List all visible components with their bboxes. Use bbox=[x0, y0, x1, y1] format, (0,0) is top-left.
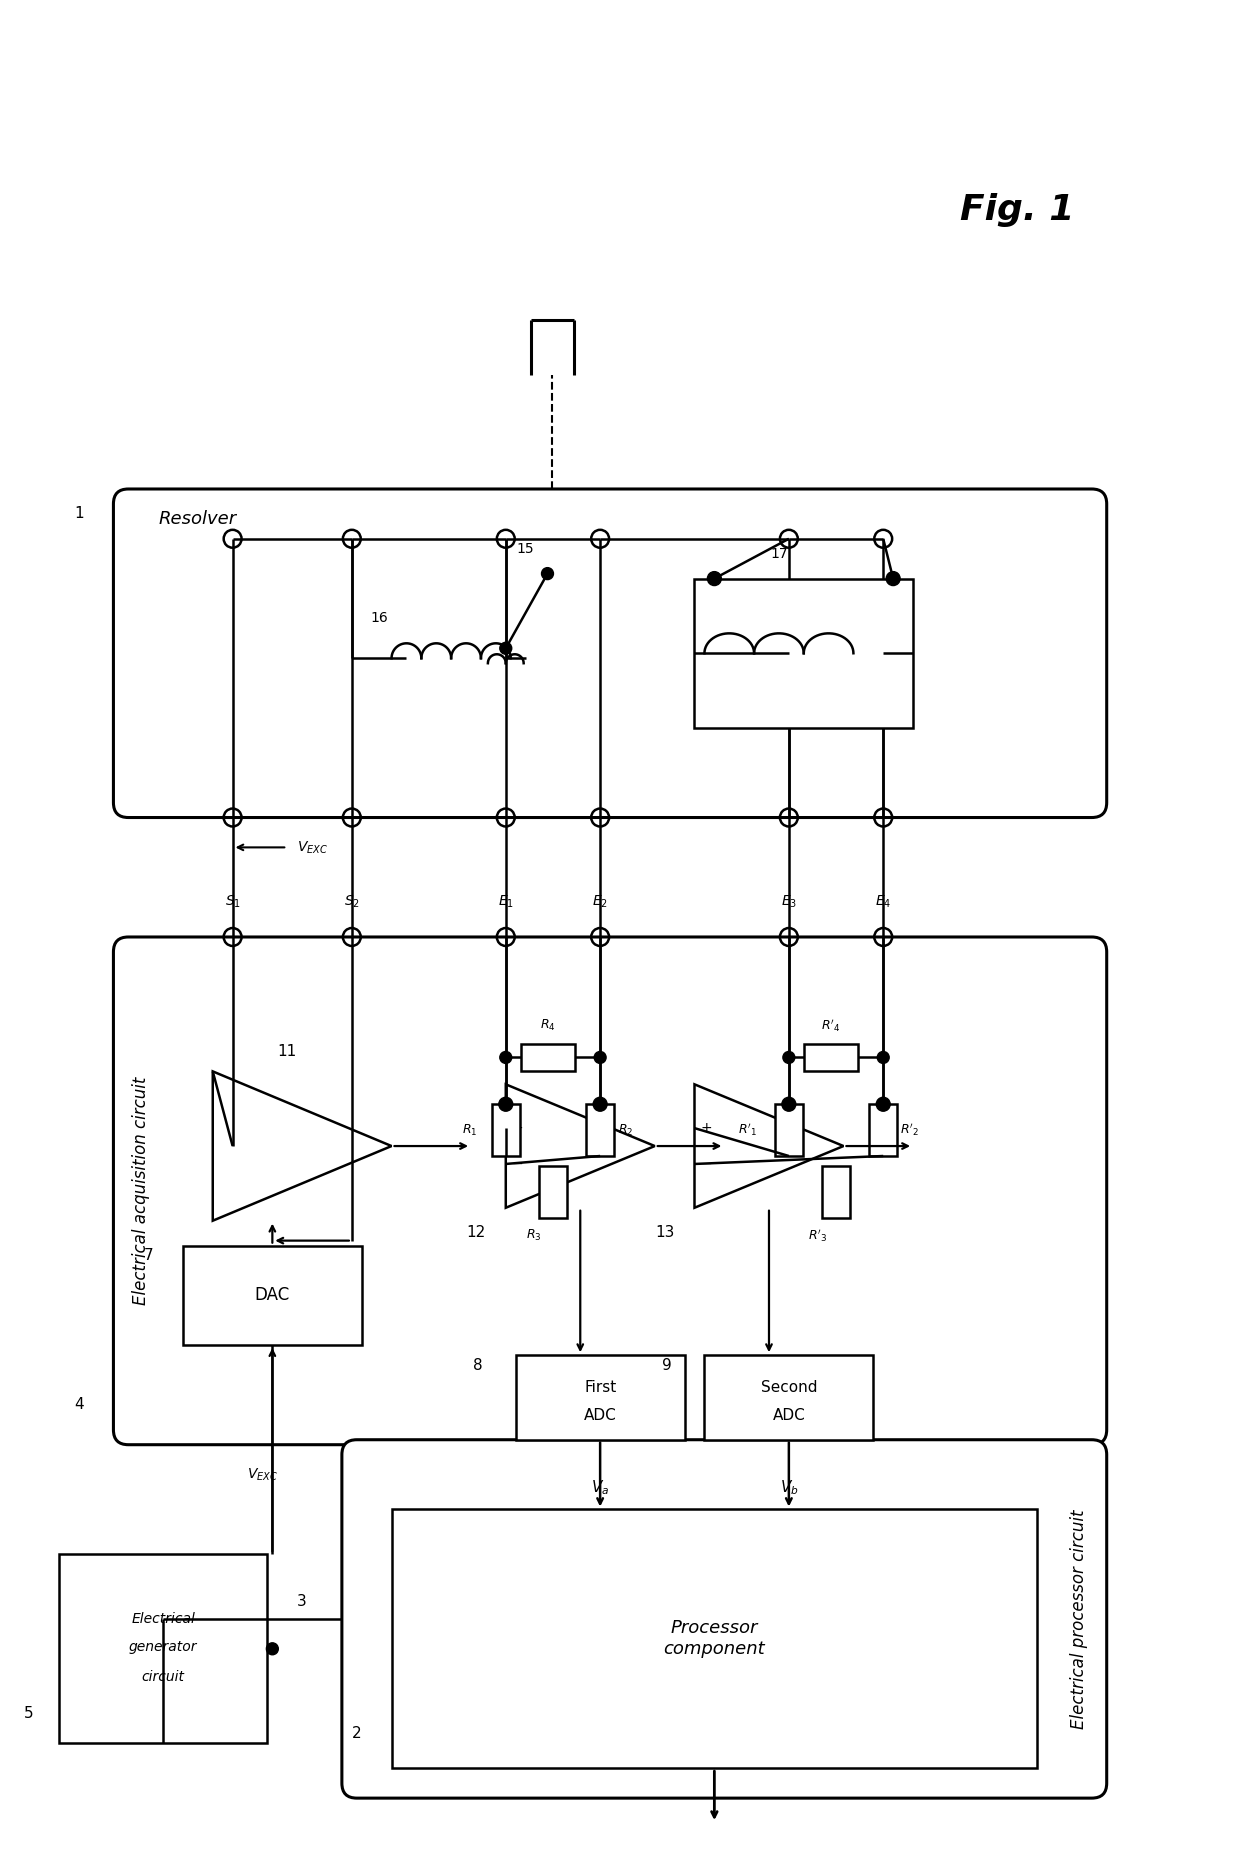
Text: DAC: DAC bbox=[254, 1286, 290, 1305]
Bar bbox=[492, 1103, 520, 1156]
Circle shape bbox=[267, 1643, 278, 1654]
Bar bbox=[516, 1355, 684, 1439]
Text: $R_4$: $R_4$ bbox=[541, 1018, 556, 1032]
Text: Resolver: Resolver bbox=[159, 510, 237, 528]
Text: +: + bbox=[512, 1120, 523, 1135]
Text: 16: 16 bbox=[371, 611, 388, 625]
Text: $R'_4$: $R'_4$ bbox=[821, 1018, 841, 1034]
Text: $R'_3$: $R'_3$ bbox=[807, 1227, 827, 1243]
Text: $V_{EXC}$: $V_{EXC}$ bbox=[296, 838, 327, 855]
Circle shape bbox=[707, 571, 722, 586]
Text: $E_3$: $E_3$ bbox=[781, 894, 797, 911]
Circle shape bbox=[500, 1051, 512, 1064]
Text: $S_1$: $S_1$ bbox=[224, 894, 241, 911]
Text: 2: 2 bbox=[352, 1725, 362, 1740]
Text: $V_b$: $V_b$ bbox=[780, 1479, 799, 1497]
Bar bbox=[869, 1103, 897, 1156]
Bar bbox=[392, 1509, 1037, 1768]
Bar bbox=[822, 1167, 849, 1217]
Bar bbox=[587, 1103, 614, 1156]
Circle shape bbox=[500, 642, 512, 653]
Text: 11: 11 bbox=[278, 1044, 296, 1059]
Text: Electrical processor circuit: Electrical processor circuit bbox=[1070, 1509, 1087, 1729]
Bar bbox=[704, 1355, 873, 1439]
Text: 13: 13 bbox=[655, 1225, 675, 1240]
Text: 12: 12 bbox=[466, 1225, 486, 1240]
Bar bbox=[804, 1044, 858, 1072]
Text: 17: 17 bbox=[770, 547, 787, 560]
Text: 7: 7 bbox=[144, 1247, 153, 1264]
Circle shape bbox=[782, 1051, 795, 1064]
Bar bbox=[694, 579, 913, 728]
Circle shape bbox=[593, 1098, 608, 1111]
Text: $V_{EXC}$: $V_{EXC}$ bbox=[247, 1466, 278, 1482]
Bar bbox=[58, 1553, 268, 1744]
Text: $R'_1$: $R'_1$ bbox=[738, 1122, 756, 1139]
Bar bbox=[184, 1245, 362, 1344]
Circle shape bbox=[498, 1098, 512, 1111]
Text: Processor
component: Processor component bbox=[663, 1619, 765, 1658]
FancyBboxPatch shape bbox=[342, 1439, 1107, 1798]
FancyBboxPatch shape bbox=[113, 937, 1107, 1445]
Text: ADC: ADC bbox=[584, 1408, 616, 1423]
Text: Fig. 1: Fig. 1 bbox=[960, 194, 1075, 228]
Text: Second: Second bbox=[760, 1380, 817, 1395]
Text: Electrical: Electrical bbox=[131, 1611, 195, 1626]
Text: First: First bbox=[584, 1380, 616, 1395]
Text: $V_a$: $V_a$ bbox=[591, 1479, 609, 1497]
Text: ADC: ADC bbox=[773, 1408, 805, 1423]
Circle shape bbox=[877, 1098, 890, 1111]
Text: 3: 3 bbox=[298, 1594, 308, 1609]
Text: $R'_2$: $R'_2$ bbox=[899, 1122, 919, 1139]
Text: circuit: circuit bbox=[141, 1669, 185, 1684]
Text: 4: 4 bbox=[74, 1397, 83, 1413]
Circle shape bbox=[887, 571, 900, 586]
Text: Electrical acquisition circuit: Electrical acquisition circuit bbox=[133, 1077, 150, 1305]
Text: −: − bbox=[512, 1158, 523, 1171]
Text: $E_1$: $E_1$ bbox=[497, 894, 513, 911]
Text: $R_3$: $R_3$ bbox=[526, 1228, 542, 1243]
Text: +: + bbox=[701, 1120, 712, 1135]
Text: $E_2$: $E_2$ bbox=[593, 894, 608, 911]
Bar bbox=[521, 1044, 575, 1072]
Text: 5: 5 bbox=[25, 1706, 33, 1721]
Text: 1: 1 bbox=[74, 506, 83, 521]
Circle shape bbox=[542, 568, 553, 579]
FancyBboxPatch shape bbox=[113, 489, 1107, 818]
Text: $R_2$: $R_2$ bbox=[619, 1122, 634, 1137]
Circle shape bbox=[782, 1098, 796, 1111]
Text: generator: generator bbox=[129, 1639, 197, 1654]
Text: $E_4$: $E_4$ bbox=[875, 894, 892, 911]
Text: −: − bbox=[701, 1158, 712, 1171]
Text: $S_2$: $S_2$ bbox=[343, 894, 360, 911]
Text: 15: 15 bbox=[517, 541, 534, 556]
Text: $R_1$: $R_1$ bbox=[463, 1122, 477, 1137]
Bar bbox=[775, 1103, 802, 1156]
Circle shape bbox=[877, 1051, 889, 1064]
Text: 8: 8 bbox=[474, 1357, 482, 1372]
Bar bbox=[539, 1167, 567, 1217]
Text: 9: 9 bbox=[662, 1357, 672, 1372]
Circle shape bbox=[594, 1051, 606, 1064]
